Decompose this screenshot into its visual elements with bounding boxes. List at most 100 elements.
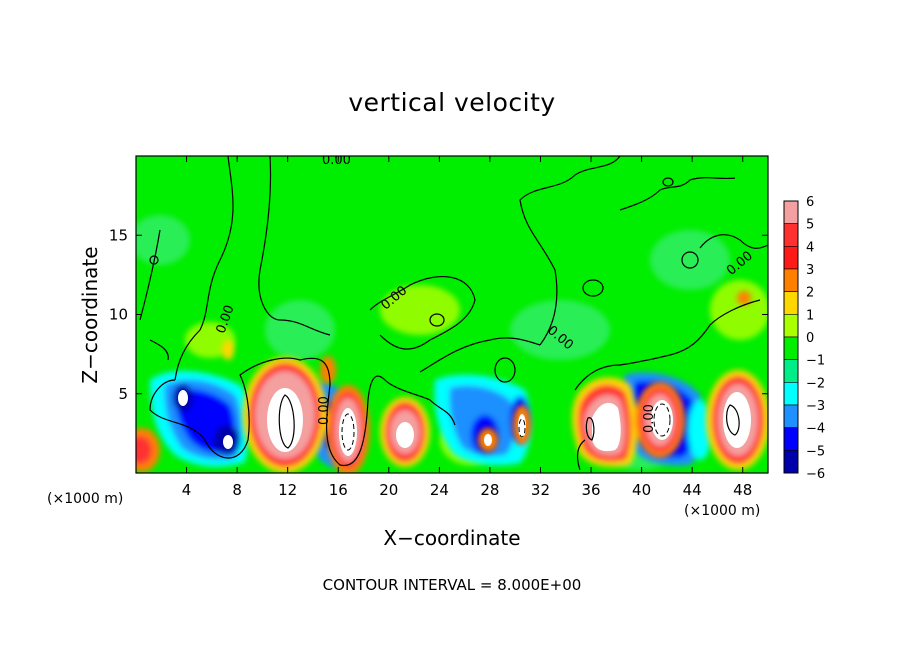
contour-line (174, 156, 234, 381)
colorbar-swatch (783, 450, 799, 474)
contour-line (519, 156, 621, 346)
contour-line (699, 234, 768, 249)
colorbar-swatch (783, 382, 799, 406)
colorbar-swatch (783, 336, 799, 360)
updraft-region (737, 291, 751, 305)
extreme-core (651, 400, 673, 440)
contour-label: 0.00 (317, 396, 332, 425)
downdraft-region (688, 400, 712, 460)
colorbar-label: 2 (806, 286, 814, 301)
colorbar-label: −2 (806, 376, 825, 391)
contour-lines (139, 156, 768, 471)
updraft-region (136, 436, 152, 464)
y-tick-label: 5 (118, 385, 128, 403)
field-patch (380, 285, 460, 335)
contour-label: 0.00 (642, 404, 657, 433)
contour-line (369, 276, 476, 350)
x-tick-label: 28 (480, 481, 499, 499)
colorbar-label: 6 (806, 195, 814, 210)
y-axis-ticks: 5 10 15 (109, 226, 768, 403)
negative-contours (341, 403, 671, 451)
extreme-core (723, 392, 751, 448)
colorbar-swatch (783, 200, 799, 224)
colorbar-swatch (783, 291, 799, 315)
extreme-core (178, 390, 188, 406)
x-tick-label: 44 (683, 481, 702, 499)
contour-line (419, 337, 541, 373)
x-tick-label: 12 (278, 481, 297, 499)
contour-line (576, 439, 586, 471)
y-tick-label: 15 (109, 226, 128, 244)
field-patch (510, 300, 610, 360)
negative-contour (518, 418, 526, 438)
colorbar: 6 5 4 3 2 1 0 −1 −2 −3 −4 −5 −6 (783, 195, 825, 482)
colorbar-label: 1 (806, 308, 814, 323)
contour-line (149, 357, 456, 467)
field-patch (265, 300, 335, 360)
colorbar-swatch (783, 223, 799, 247)
extreme-core (223, 435, 233, 449)
contour-interval-label: CONTOUR INTERVAL = 8.000E+00 (322, 576, 582, 594)
contour-line (574, 299, 761, 391)
x-axis-unit-left: (×1000 m) (47, 491, 124, 507)
extreme-core (484, 434, 492, 446)
colorbar-label: −1 (806, 354, 825, 369)
y-tick-label: 10 (109, 306, 128, 324)
x-tick-label: 20 (379, 481, 398, 499)
x-tick-label: 8 (232, 481, 242, 499)
x-tick-label: 48 (733, 481, 752, 499)
extreme-core (396, 422, 414, 448)
colorbar-label: −3 (806, 399, 825, 414)
contour-line (725, 404, 740, 436)
colorbar-swatch (783, 246, 799, 270)
contour-line (429, 313, 445, 327)
colorbar-label: −4 (806, 422, 825, 437)
colorbar-swatch (783, 314, 799, 338)
colorbar-swatch (783, 268, 799, 292)
negative-contour (653, 403, 671, 437)
x-axis-ticks: 4 8 12 16 20 24 28 32 36 40 44 48 (182, 156, 752, 499)
x-axis-label: X−coordinate (383, 526, 521, 550)
colorbar-swatch (783, 404, 799, 428)
x-axis-unit-right: (×1000 m) (684, 503, 761, 519)
contour-line (258, 156, 331, 336)
contour-line (681, 251, 699, 269)
x-tick-label: 32 (531, 481, 550, 499)
contour-line (494, 357, 516, 383)
colorbar-swatch (783, 427, 799, 451)
contour-line (585, 417, 595, 441)
field-patch (136, 215, 190, 265)
colorbar-label: 5 (806, 218, 814, 233)
field-patch (650, 230, 730, 290)
colorbar-swatch (783, 359, 799, 383)
contour-line (662, 177, 674, 187)
extreme-core (518, 414, 526, 438)
extreme-core (592, 402, 621, 452)
plot-area: 0.00 0.00 0.00 0.00 0.00 0.00 0.00 4 8 12 1… (109, 153, 769, 499)
chart-title: vertical velocity (348, 88, 556, 117)
extreme-core (267, 388, 303, 452)
negative-contour (341, 413, 355, 451)
x-tick-label: 4 (182, 481, 192, 499)
contour-line (149, 255, 159, 265)
colorbar-label: 0 (806, 331, 814, 346)
contour-line (139, 229, 161, 321)
contour-line (278, 394, 295, 449)
x-tick-label: 36 (581, 481, 600, 499)
colorbar-label: 4 (806, 240, 814, 255)
colorbar-label: −5 (806, 444, 825, 459)
contour-line (582, 279, 604, 297)
field-patch (710, 280, 768, 340)
contour-label: 0.00 (322, 153, 351, 168)
colorbar-label: −6 (806, 467, 825, 482)
updraft-region (222, 340, 234, 360)
x-tick-label: 16 (329, 481, 348, 499)
x-tick-label: 24 (430, 481, 449, 499)
contour-line (619, 177, 736, 211)
contour-line (149, 339, 169, 361)
colorbar-label: 3 (806, 263, 814, 278)
y-axis-label: Z−coordinate (78, 246, 102, 384)
colorbar-frame (783, 200, 799, 474)
x-tick-label: 40 (632, 481, 651, 499)
